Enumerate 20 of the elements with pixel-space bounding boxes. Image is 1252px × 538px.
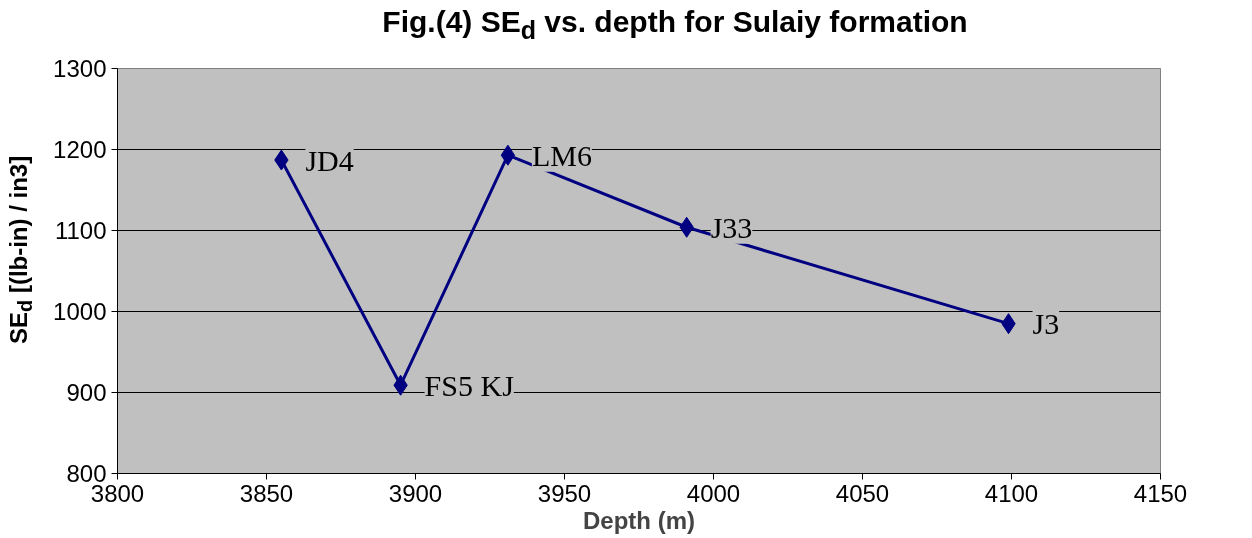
point bbox=[500, 144, 516, 166]
annotation: JD4 bbox=[305, 143, 354, 177]
y-tick-label: 1300 bbox=[53, 55, 107, 82]
annotation: FS5 KJ bbox=[424, 368, 515, 402]
x-tick-label: 4050 bbox=[835, 479, 890, 507]
y-tick-label: 1100 bbox=[54, 217, 107, 244]
x-tick-label: 3900 bbox=[388, 479, 443, 507]
annotation: J33 bbox=[710, 210, 753, 244]
x-tick-label: 4000 bbox=[686, 479, 741, 507]
x-tick-label: 3950 bbox=[537, 479, 592, 507]
annotation: J3 bbox=[1032, 307, 1060, 341]
x-tick-label: 4100 bbox=[984, 479, 1039, 507]
chart-title: Fig.(4) SE$_{d}$ vs. depth for Sulaiy formation bbox=[381, 5, 969, 45]
y-tick-label: 900 bbox=[66, 379, 107, 406]
y-tick-label: 1200 bbox=[53, 136, 107, 163]
x-tick-label: 3850 bbox=[239, 479, 294, 507]
x-tick-label: 4150 bbox=[1133, 479, 1188, 507]
annotation: LM6 bbox=[531, 138, 592, 172]
x-axis-title: Depth (m) bbox=[583, 506, 695, 534]
y-tick-label: 1000 bbox=[53, 298, 107, 325]
